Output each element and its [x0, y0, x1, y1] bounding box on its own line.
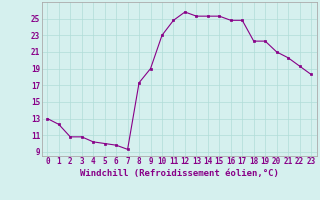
X-axis label: Windchill (Refroidissement éolien,°C): Windchill (Refroidissement éolien,°C) — [80, 169, 279, 178]
